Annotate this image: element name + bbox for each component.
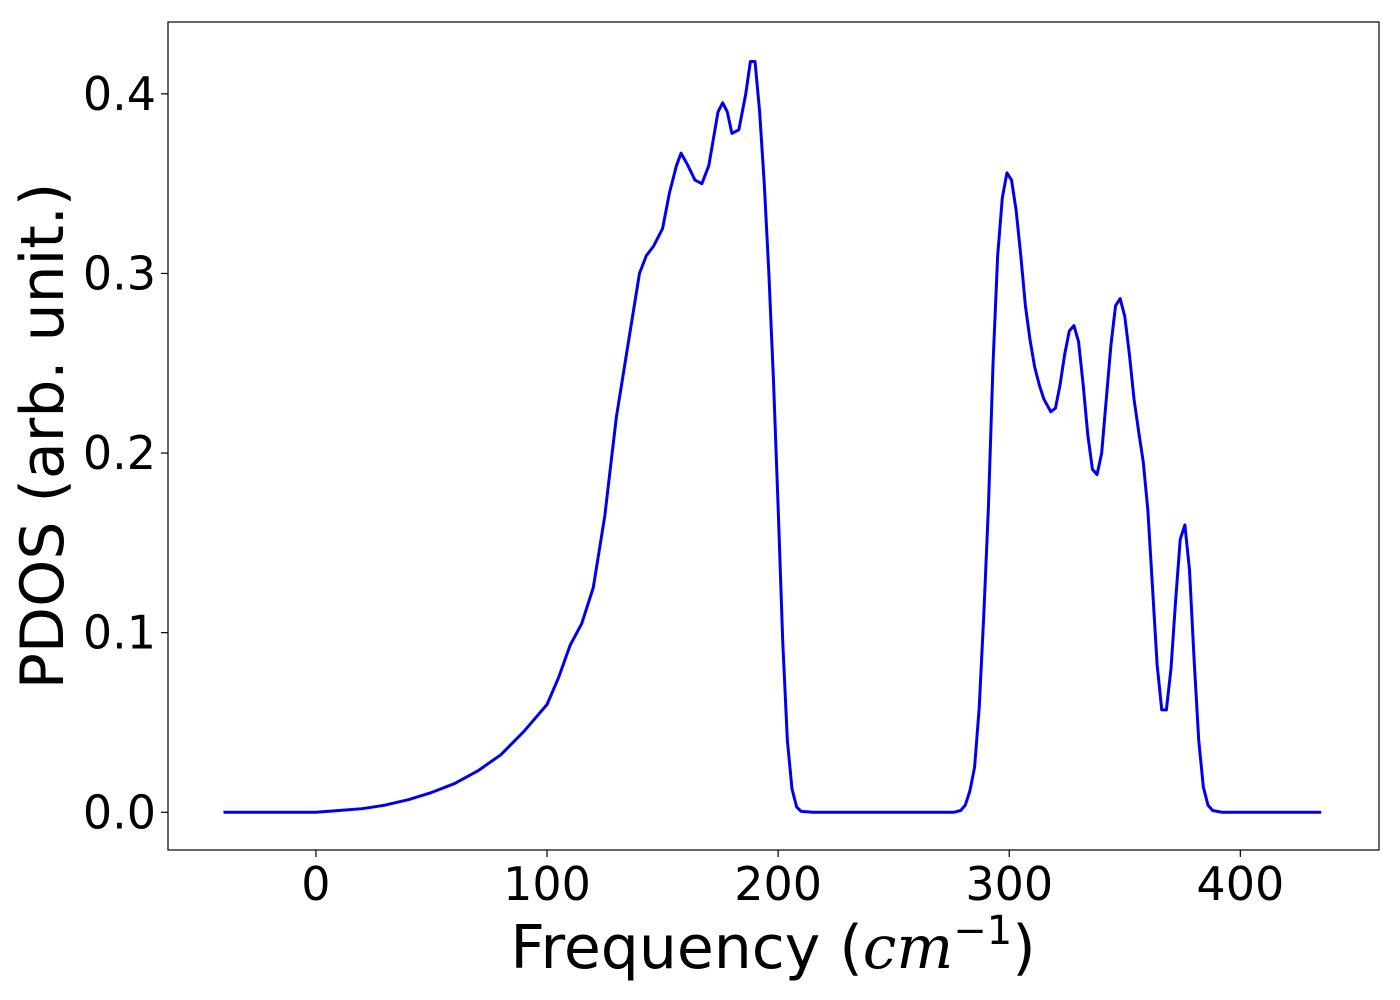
x-tick-label: 400 [1196, 857, 1284, 911]
x-axis-label-suffix: ) [1012, 913, 1035, 983]
x-tick-label: 0 [301, 857, 330, 911]
plot-area [223, 60, 1322, 814]
x-axis-ticks: 0 100 200 300 400 [301, 850, 1284, 911]
x-tick-label: 200 [734, 857, 822, 911]
y-tick-label: 0.2 [83, 426, 156, 480]
y-tick-label: 0.3 [83, 246, 156, 300]
x-axis-label-exponent: −1 [953, 908, 1012, 954]
x-axis-label-prefix: Frequency ( [510, 913, 862, 983]
y-axis-label: PDOS (arb. unit.) [8, 183, 78, 690]
x-axis-label-unit: cm [863, 913, 954, 983]
y-tick-label: 0.4 [83, 67, 156, 121]
x-tick-label: 100 [503, 857, 591, 911]
y-tick-label: 0.1 [83, 606, 156, 660]
x-tick-label: 300 [965, 857, 1053, 911]
y-tick-label: 0.0 [83, 785, 156, 839]
x-axis-label: Frequency (cm−1) [510, 908, 1035, 983]
y-axis-ticks: 0.0 0.1 0.2 0.3 0.4 [83, 67, 168, 839]
pdos-series-line-0 [223, 60, 1322, 814]
plot-frame [167, 21, 1380, 851]
